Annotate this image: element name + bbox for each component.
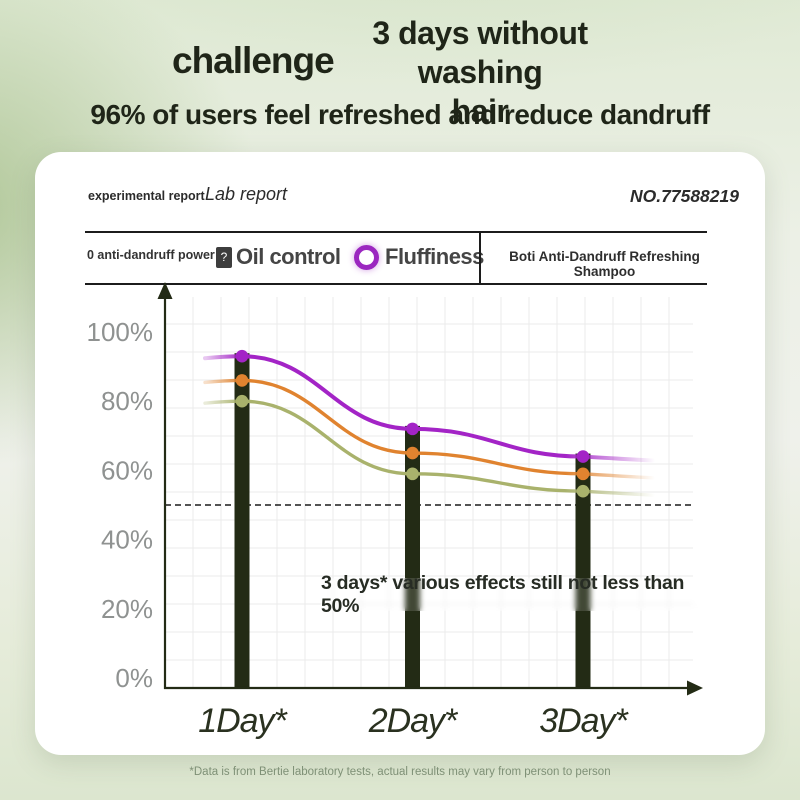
x-category-label: 2Day* [368, 702, 459, 740]
report-card: experimental report Lab report NO.775882… [35, 152, 765, 755]
legend-item-oilcontrol: Oil control [236, 244, 341, 269]
y-tick-label: 80% [101, 386, 153, 416]
data-point [406, 446, 419, 460]
fluffiness-ring-icon [354, 245, 379, 270]
report-title: Lab report [205, 184, 288, 204]
data-point [406, 467, 419, 481]
divider-line-bottom [85, 283, 707, 285]
chart-canvas: 100% 80% 60% 40% 20% 0% 1Day* 2Day* 3Day* [87, 282, 703, 740]
y-tick-label: 60% [101, 455, 153, 485]
report-number: NO.77588219 [630, 186, 739, 206]
data-point [576, 484, 590, 498]
legend-item-fluffiness: Fluffiness [385, 244, 484, 269]
day-bar [575, 453, 591, 689]
data-point [406, 422, 419, 436]
data-point [235, 394, 249, 408]
x-category-label: 1Day* [198, 702, 288, 740]
y-tick-label: 20% [101, 594, 153, 624]
page-title: 3 days without washing hair [310, 14, 650, 131]
x-category-label: 3Day* [539, 702, 629, 740]
divider-line-top [85, 231, 707, 233]
annotation-note: 3 days* various effects still not less t… [321, 572, 709, 617]
data-point [576, 450, 590, 463]
y-tick-label: 0% [115, 663, 153, 693]
challenge-label: challenge [172, 40, 335, 81]
data-point [576, 467, 590, 481]
legend-divider [479, 232, 481, 284]
product-name: Boti Anti-Dandruff Refreshing Shampoo [509, 249, 700, 279]
page-subtitle: 96% of users feel refreshed and reduce d… [90, 99, 710, 130]
oil-control-marker-icon: ? [216, 247, 232, 268]
y-tick-label: 40% [101, 525, 153, 555]
y-axis-arrow-icon [157, 282, 173, 299]
report-label: experimental report [88, 189, 205, 203]
x-axis-arrow-icon [687, 680, 703, 696]
day-bar [405, 425, 420, 689]
y-tick-label: 100% [87, 317, 154, 347]
day-bar [234, 353, 250, 689]
data-point [235, 349, 249, 363]
legend-item-antidandruff: 0 anti-dandruff power [87, 248, 215, 262]
page-title-line1: 3 days without washing [372, 15, 588, 90]
data-point [235, 374, 249, 387]
footer-disclaimer: *Data is from Bertie laboratory tests, a… [189, 766, 611, 778]
page-title-line2: hair [451, 93, 509, 129]
